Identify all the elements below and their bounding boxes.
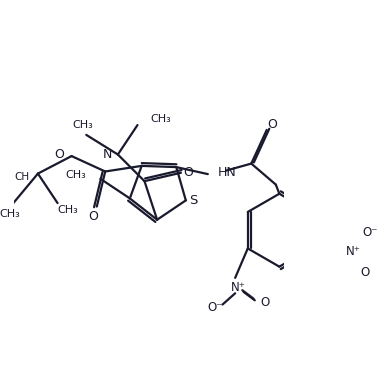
- Text: O⁻: O⁻: [208, 301, 223, 314]
- Text: CH₃: CH₃: [0, 209, 20, 219]
- Text: S: S: [189, 194, 197, 207]
- Text: O: O: [184, 166, 194, 179]
- Text: CH: CH: [14, 172, 30, 182]
- Text: HN: HN: [218, 166, 236, 179]
- Text: N⁺: N⁺: [346, 245, 361, 259]
- Text: O: O: [268, 118, 277, 131]
- Text: CH₃: CH₃: [150, 115, 171, 125]
- Text: CH₃: CH₃: [58, 205, 79, 215]
- Text: O: O: [55, 148, 65, 161]
- Text: N⁺: N⁺: [231, 281, 246, 294]
- Text: O⁻: O⁻: [362, 226, 378, 239]
- Text: N: N: [103, 148, 112, 161]
- Text: O: O: [89, 210, 98, 223]
- Text: CH₃: CH₃: [65, 170, 86, 180]
- Text: O: O: [260, 296, 269, 309]
- Text: CH₃: CH₃: [72, 120, 93, 130]
- Text: O: O: [360, 267, 370, 280]
